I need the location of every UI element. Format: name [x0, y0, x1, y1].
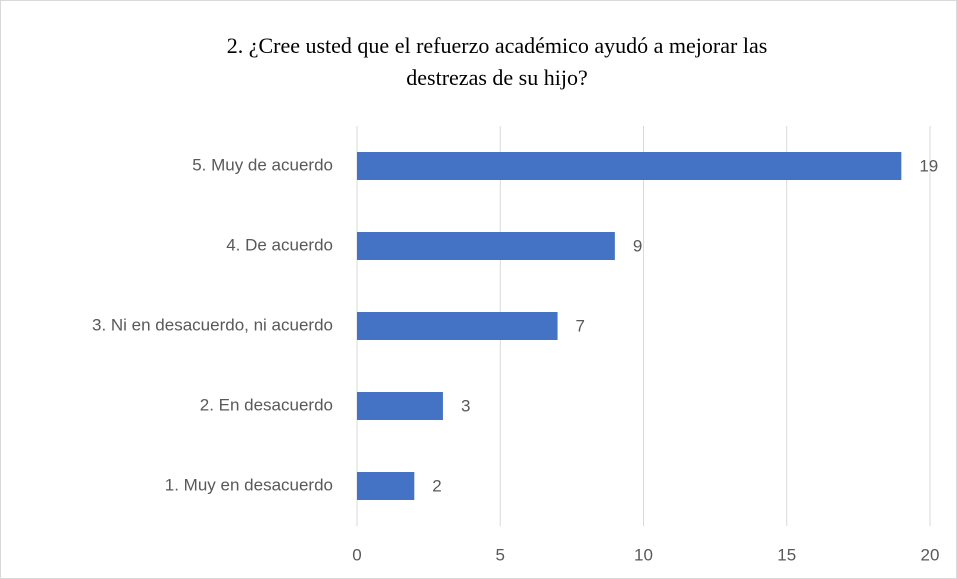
- bar: [357, 152, 902, 180]
- bar: [357, 312, 558, 340]
- y-tick-label: 1. Muy en desacuerdo: [165, 475, 333, 494]
- chart-title: 2. ¿Cree usted que el refuerzo académico…: [226, 33, 768, 90]
- data-label: 7: [576, 316, 585, 335]
- bar: [357, 392, 443, 420]
- data-label: 2: [432, 476, 441, 495]
- x-tick-label: 5: [496, 545, 505, 564]
- y-tick-label: 2. En desacuerdo: [200, 395, 333, 414]
- x-tick-label: 10: [634, 545, 653, 564]
- bar: [357, 232, 615, 260]
- data-label: 3: [461, 396, 470, 415]
- y-tick-label: 3. Ni en desacuerdo, ni acuerdo: [92, 315, 333, 334]
- x-tick-label: 20: [921, 545, 940, 564]
- data-label: 9: [633, 236, 642, 255]
- y-tick-label: 4. De acuerdo: [226, 235, 333, 254]
- x-tick-label: 15: [777, 545, 796, 564]
- y-tick-label: 5. Muy de acuerdo: [192, 155, 333, 174]
- bar: [357, 472, 415, 500]
- x-tick-label: 0: [352, 545, 361, 564]
- data-label: 19: [919, 156, 938, 175]
